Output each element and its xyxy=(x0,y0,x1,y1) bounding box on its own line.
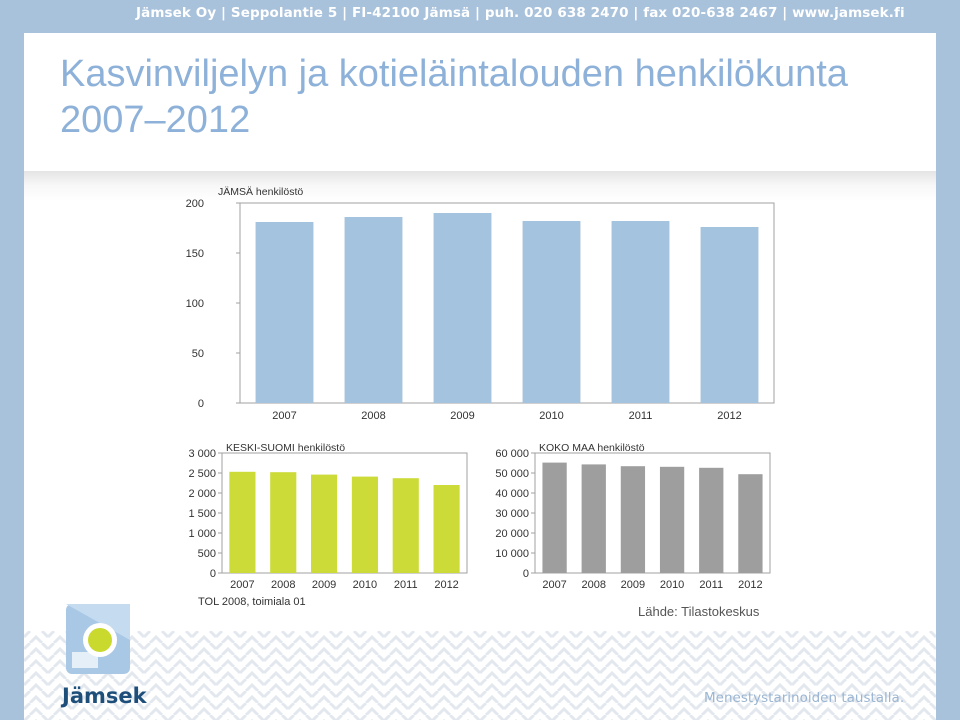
bar-2011 xyxy=(699,467,724,573)
x-tick-label: 2010 xyxy=(353,579,377,591)
bar-2011 xyxy=(611,221,670,403)
bar-2007 xyxy=(229,471,256,573)
bar-2009 xyxy=(311,474,338,573)
y-tick-label: 100 xyxy=(186,298,204,310)
y-tick-label: 150 xyxy=(186,248,204,260)
x-tick-label: 2008 xyxy=(361,410,385,422)
y-tick-label: 0 xyxy=(198,398,204,410)
y-tick-label: 3 000 xyxy=(188,448,216,460)
y-tick-label: 2 500 xyxy=(188,468,216,480)
y-tick-label: 60 000 xyxy=(495,448,529,460)
x-tick-label: 2009 xyxy=(312,579,336,591)
footnote: TOL 2008, toimiala 01 xyxy=(198,596,306,608)
x-tick-label: 2009 xyxy=(450,410,474,422)
y-tick-label: 0 xyxy=(523,568,529,580)
x-tick-label: 2009 xyxy=(621,579,645,591)
y-tick-label: 40 000 xyxy=(495,488,529,500)
x-tick-label: 2011 xyxy=(394,579,418,591)
bar-2012 xyxy=(700,227,759,403)
x-tick-label: 2008 xyxy=(582,579,606,591)
y-tick-label: 10 000 xyxy=(495,548,529,560)
bar-2007 xyxy=(255,222,314,403)
bar-2010 xyxy=(659,466,685,573)
y-tick-label: 200 xyxy=(186,198,204,210)
plot-area xyxy=(221,452,468,574)
x-tick-label: 2012 xyxy=(738,579,762,591)
chart-title: KESKI-SUOMI henkilöstö xyxy=(226,442,345,454)
bar-2008 xyxy=(270,472,297,573)
bar-2009 xyxy=(620,466,646,573)
x-tick-label: 2008 xyxy=(271,579,295,591)
x-tick-label: 2012 xyxy=(717,410,741,422)
x-tick-label: 2012 xyxy=(434,579,458,591)
slogan: Menestystarinoiden taustalla. xyxy=(704,690,905,706)
bar-2010 xyxy=(522,221,581,403)
top-bar: Jämsek Oy | Seppolantie 5 | FI-42100 Jäm… xyxy=(0,0,960,30)
y-tick-label: 20 000 xyxy=(495,528,529,540)
bar-2007 xyxy=(542,462,567,573)
plot-area xyxy=(239,202,775,404)
x-tick-label: 2007 xyxy=(272,410,296,422)
x-tick-label: 2011 xyxy=(699,579,723,591)
bar-2010 xyxy=(351,476,378,573)
contact-line: Jämsek Oy | Seppolantie 5 | FI-42100 Jäm… xyxy=(136,5,905,21)
title-area: Kasvinviljelyn ja kotieläintalouden henk… xyxy=(24,33,936,171)
bar-2011 xyxy=(392,478,419,573)
y-tick-label: 1 000 xyxy=(188,528,216,540)
bar-2009 xyxy=(433,213,492,403)
y-tick-label: 50 000 xyxy=(495,468,529,480)
y-tick-label: 30 000 xyxy=(495,508,529,520)
plot-area xyxy=(534,452,771,574)
chart-title: JÄMSÄ henkilöstö xyxy=(218,186,303,198)
page-title: Kasvinviljelyn ja kotieläintalouden henk… xyxy=(60,53,848,141)
jamsek-logo-icon xyxy=(66,604,130,674)
x-tick-label: 2007 xyxy=(230,579,254,591)
bar-2012 xyxy=(433,485,460,573)
y-tick-label: 500 xyxy=(198,548,216,560)
source-label: Lähde: Tilastokeskus xyxy=(638,604,760,619)
bar-2008 xyxy=(581,464,606,573)
decorative-pattern xyxy=(24,631,936,720)
y-tick-label: 50 xyxy=(192,348,204,360)
logo-text: Jämsek xyxy=(62,684,147,708)
y-tick-label: 1 500 xyxy=(188,508,216,520)
x-tick-label: 2011 xyxy=(629,410,653,422)
x-tick-label: 2007 xyxy=(542,579,566,591)
bar-2008 xyxy=(344,217,403,403)
y-tick-label: 2 000 xyxy=(188,488,216,500)
chart-title: KOKO MAA henkilöstö xyxy=(539,442,645,454)
x-tick-label: 2010 xyxy=(539,410,563,422)
x-tick-label: 2010 xyxy=(660,579,684,591)
bar-2012 xyxy=(738,474,763,573)
y-tick-label: 0 xyxy=(210,568,216,580)
